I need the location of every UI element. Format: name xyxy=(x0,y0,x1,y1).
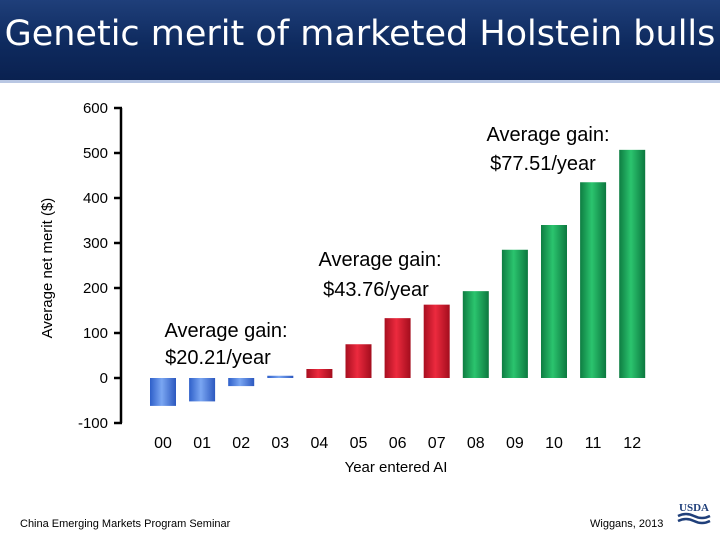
y-tick-label: 500 xyxy=(83,145,108,162)
x-tick-label: 00 xyxy=(154,435,172,452)
bar-03 xyxy=(267,375,294,378)
bar-05 xyxy=(345,344,372,378)
bar-10 xyxy=(541,225,567,378)
x-tick-label: 12 xyxy=(623,435,641,452)
x-tick-label: 05 xyxy=(350,435,368,452)
footer-author: Wiggans, 2013 xyxy=(590,518,664,530)
y-axis-title: Average net merit ($) xyxy=(39,198,56,339)
annotation-blue-line1: Average gain: xyxy=(164,320,287,342)
x-axis-title: Year entered AI xyxy=(345,459,448,476)
y-tick-label: 0 xyxy=(100,370,108,387)
y-tick-label: 400 xyxy=(83,190,108,207)
x-tick-label: 01 xyxy=(193,435,211,452)
x-tick-label: 07 xyxy=(428,435,446,452)
bar-01 xyxy=(189,378,216,402)
x-tick-label: 10 xyxy=(545,435,563,452)
y-tick-label: 300 xyxy=(83,235,108,252)
chart-bars xyxy=(150,149,646,406)
x-tick-label: 11 xyxy=(585,435,602,452)
x-tick-label: 08 xyxy=(467,435,485,452)
y-tick-label: 600 xyxy=(83,100,108,117)
bar-00 xyxy=(150,378,176,406)
usda-logo: USDA xyxy=(677,502,711,525)
bar-07 xyxy=(423,304,450,378)
bar-02 xyxy=(228,378,255,387)
x-tick-label: 02 xyxy=(232,435,250,452)
svg-text:USDA: USDA xyxy=(679,502,709,514)
x-tick-label: 04 xyxy=(311,435,329,452)
y-tick-label: 100 xyxy=(83,325,108,342)
footer-seminar: China Emerging Markets Program Seminar xyxy=(20,518,231,530)
x-tick-label: 06 xyxy=(389,435,407,452)
bar-08 xyxy=(462,291,489,378)
bar-12 xyxy=(619,149,646,378)
annotation-red-line1: Average gain: xyxy=(318,249,441,271)
bar-06 xyxy=(384,318,411,378)
bar-11 xyxy=(580,182,607,378)
bar-04 xyxy=(306,369,333,378)
slide-title: Genetic merit of marketed Holstein bulls xyxy=(4,14,716,54)
x-tick-label: 03 xyxy=(271,435,289,452)
y-tick-label: -100 xyxy=(78,415,108,432)
chart-axes xyxy=(114,106,123,425)
x-tick-label: 09 xyxy=(506,435,524,452)
title-bar: Genetic merit of marketed Holstein bulls xyxy=(0,0,720,83)
chart-labels: 600 500 400 300 200 100 0 -100 00 01 02 03 04 05 06 07 0… xyxy=(78,100,641,452)
annotation-green-line2: $77.51/year xyxy=(490,153,596,175)
annotation-blue-line2: $20.21/year xyxy=(165,347,271,369)
bar-09 xyxy=(501,249,528,378)
y-tick-label: 200 xyxy=(83,280,108,297)
annotation-red-line2: $43.76/year xyxy=(323,279,429,301)
annotation-green-line1: Average gain: xyxy=(486,124,609,146)
